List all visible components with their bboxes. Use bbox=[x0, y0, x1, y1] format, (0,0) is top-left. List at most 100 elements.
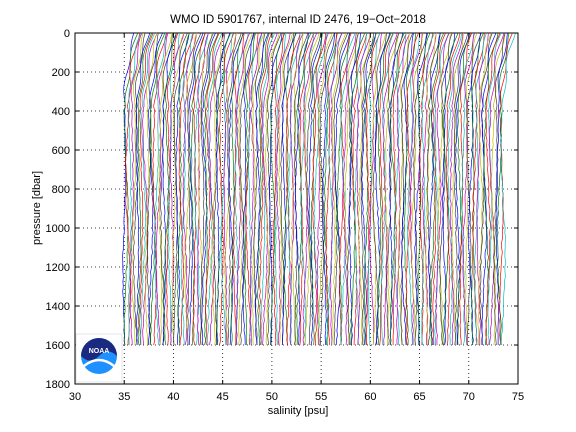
profile-line bbox=[178, 32, 194, 346]
profile-line bbox=[220, 32, 233, 346]
profile-line bbox=[192, 32, 206, 346]
profile-line bbox=[435, 32, 450, 346]
y-tick-label: 0 bbox=[64, 28, 70, 40]
profile-line bbox=[251, 32, 265, 346]
x-tick-label: 65 bbox=[413, 391, 425, 403]
profile-line bbox=[150, 32, 166, 346]
y-tick-label: 1800 bbox=[46, 379, 70, 391]
profile-line bbox=[396, 32, 411, 346]
profile-line bbox=[319, 32, 335, 346]
profile-line bbox=[491, 32, 506, 346]
y-tick-label: 400 bbox=[52, 106, 70, 118]
profile-line bbox=[306, 32, 322, 346]
profile-line bbox=[280, 32, 295, 346]
profile-line bbox=[139, 32, 154, 346]
profile-line bbox=[262, 32, 278, 346]
profile-line bbox=[244, 32, 256, 346]
profile-line bbox=[196, 32, 209, 346]
profile-line bbox=[166, 32, 179, 346]
profile-line bbox=[453, 32, 469, 346]
y-tick-label: 1600 bbox=[46, 340, 70, 352]
profile-line bbox=[363, 32, 377, 346]
profile-line bbox=[296, 32, 312, 346]
profile-line bbox=[405, 32, 419, 346]
profile-line bbox=[123, 32, 139, 346]
y-tick-label: 1400 bbox=[46, 301, 70, 313]
profile-line bbox=[397, 32, 411, 346]
profile-line bbox=[445, 32, 461, 346]
profile-line bbox=[357, 32, 371, 346]
profile-line bbox=[267, 32, 282, 346]
profile-line bbox=[449, 32, 464, 346]
profile-line bbox=[272, 32, 285, 345]
profile-line bbox=[470, 32, 484, 346]
profile-line bbox=[372, 32, 387, 346]
profile-line bbox=[393, 32, 407, 346]
profile-line bbox=[336, 32, 351, 346]
profile-line bbox=[392, 32, 407, 345]
profile-line bbox=[255, 32, 269, 346]
profile-line bbox=[488, 32, 505, 346]
profile-line bbox=[316, 32, 329, 346]
logo-wave bbox=[83, 358, 115, 368]
profile-line bbox=[260, 32, 276, 346]
y-tick-label: 1000 bbox=[46, 223, 70, 235]
profile-line bbox=[137, 32, 153, 346]
profile-line bbox=[324, 32, 337, 346]
profile-line bbox=[496, 32, 510, 346]
profile-line bbox=[331, 32, 347, 346]
profile-line bbox=[205, 32, 220, 346]
x-axis-ticks: 30 35 40 45 50 55 60 65 70 75 bbox=[69, 33, 524, 403]
profile-line bbox=[421, 32, 435, 346]
profile-line bbox=[473, 32, 487, 346]
axes-frame bbox=[74, 32, 519, 385]
profile-line bbox=[293, 32, 309, 346]
profile-line bbox=[265, 32, 280, 346]
y-axis-ticks: 0 200 400 600 800 1000 1200 1400 1600 1800 bbox=[46, 28, 518, 391]
profile-line bbox=[300, 32, 315, 346]
profile-line bbox=[379, 32, 394, 346]
profile-line bbox=[285, 32, 301, 346]
profile-line bbox=[459, 32, 473, 345]
profile-line bbox=[162, 32, 177, 346]
y-tick-label: 1200 bbox=[46, 262, 70, 274]
profile-line bbox=[227, 32, 242, 346]
profile-line bbox=[419, 32, 433, 346]
profile-line bbox=[213, 32, 226, 346]
profile-line bbox=[430, 32, 445, 346]
profile-line bbox=[187, 32, 202, 346]
profile-line bbox=[233, 32, 245, 346]
profile-line bbox=[406, 32, 421, 346]
profile-line bbox=[146, 32, 159, 346]
profile-line bbox=[239, 32, 255, 346]
profile-line bbox=[360, 32, 375, 346]
profile-line bbox=[342, 32, 357, 346]
plot-area: 30 35 40 45 50 55 60 65 70 75 0 200 400 600 800 1000 12… bbox=[46, 28, 525, 403]
x-tick-label: 50 bbox=[266, 391, 278, 403]
y-tick-label: 800 bbox=[52, 184, 70, 196]
profile-line bbox=[457, 32, 472, 346]
profile-line bbox=[304, 32, 320, 345]
profile-line bbox=[388, 32, 404, 346]
profile-line bbox=[485, 32, 501, 346]
profile-line bbox=[154, 32, 167, 346]
profile-line bbox=[128, 32, 142, 346]
profile-line bbox=[427, 32, 441, 346]
profile-line bbox=[310, 32, 323, 346]
x-tick-label: 55 bbox=[315, 391, 327, 403]
profile-line bbox=[241, 32, 255, 346]
profile-line bbox=[437, 32, 451, 346]
profile-line bbox=[380, 32, 395, 346]
profile-line bbox=[135, 32, 151, 346]
profile-line bbox=[493, 32, 506, 346]
profile-line bbox=[188, 32, 204, 345]
profile-line bbox=[389, 32, 405, 346]
profile-line bbox=[276, 32, 291, 346]
x-tick-label: 70 bbox=[463, 391, 475, 403]
profile-line bbox=[299, 32, 315, 346]
profile-line bbox=[443, 32, 459, 346]
profile-line bbox=[230, 32, 245, 346]
profile-line bbox=[171, 32, 185, 346]
profile-line bbox=[245, 32, 259, 346]
